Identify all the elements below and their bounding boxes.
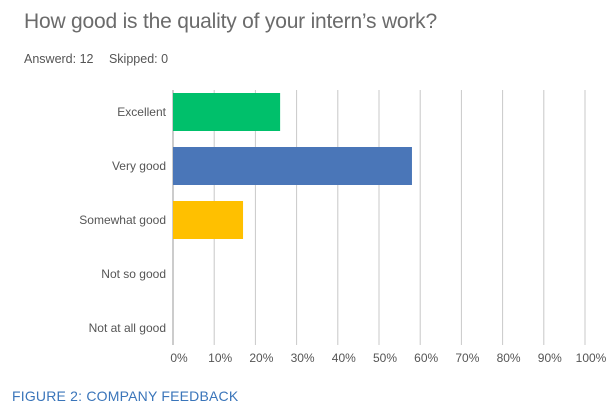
x-tick-label: 40%	[332, 351, 356, 365]
x-tick-label: 50%	[373, 351, 397, 365]
response-stats: Answerd: 12 Skipped: 0	[24, 52, 168, 66]
answered-count: Answerd: 12	[24, 52, 94, 66]
x-tick-label: 20%	[249, 351, 273, 365]
x-tick-label: 0%	[170, 351, 188, 365]
x-tick-label: 80%	[497, 351, 521, 365]
x-tick-label: 60%	[414, 351, 438, 365]
bar	[173, 93, 281, 131]
figure-caption: FIGURE 2: COMPANY FEEDBACK	[12, 388, 239, 404]
x-tick-label: 100%	[576, 351, 607, 365]
category-label: Not so good	[101, 267, 166, 281]
x-tick-label: 90%	[538, 351, 562, 365]
category-label: Very good	[112, 159, 166, 173]
bar-chart: 0% 10% 20% 30% 40% 50% 60% 70% 80% 90% 100% Excelle…	[79, 90, 607, 365]
bar	[173, 201, 244, 239]
x-tick-label: 30%	[291, 351, 315, 365]
bar	[173, 147, 412, 185]
chart-title: How good is the quality of your intern’s…	[24, 10, 437, 33]
skipped-count: Skipped: 0	[108, 52, 169, 66]
x-tick-label: 70%	[455, 351, 479, 365]
x-tick-label: 10%	[208, 351, 232, 365]
category-label: Somewhat good	[79, 213, 166, 227]
category-label: Not at all good	[89, 321, 166, 335]
category-label: Excellent	[117, 105, 166, 119]
